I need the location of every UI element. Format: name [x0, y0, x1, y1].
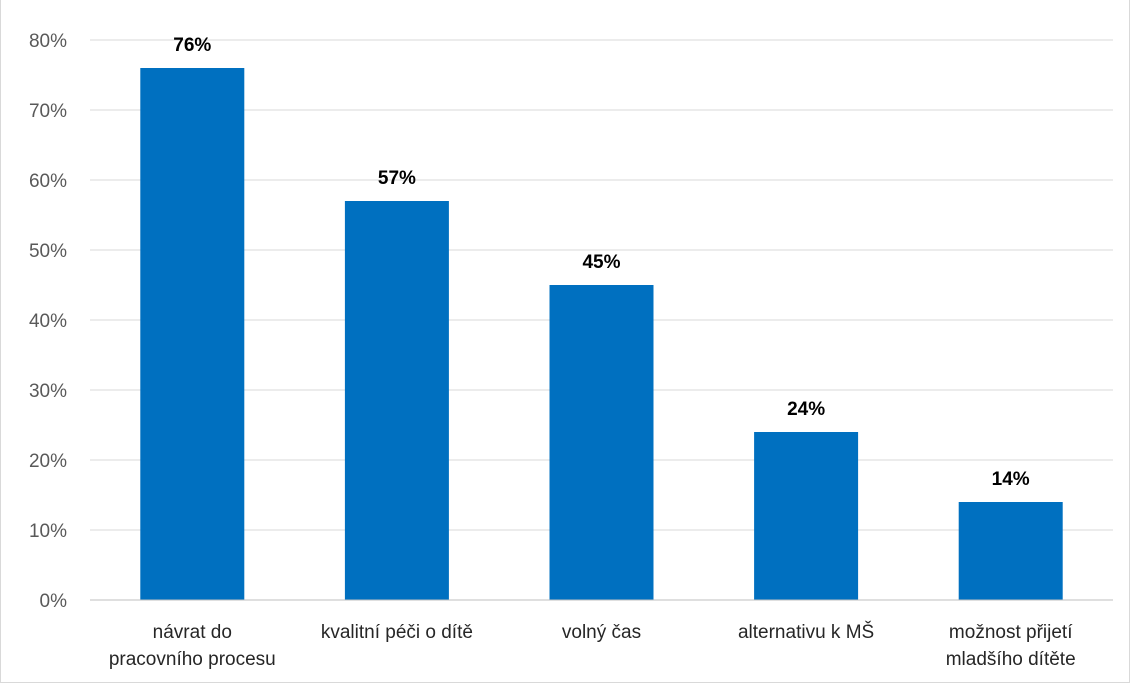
category-label: volný čas	[562, 622, 641, 643]
y-tick-label: 80%	[29, 31, 67, 52]
category-label: mladšího dítěte	[946, 649, 1076, 670]
data-label: 45%	[582, 252, 620, 273]
y-tick-label: 0%	[40, 591, 68, 612]
bar	[140, 68, 245, 600]
data-label: 24%	[787, 399, 825, 420]
x-axis-category-labels: návrat do pracovního procesu kvalitní péči…	[109, 621, 1076, 670]
data-label: 76%	[173, 35, 211, 56]
data-labels: 76% 57% 45% 24% 14%	[173, 35, 1030, 490]
y-tick-label: 70%	[29, 101, 67, 122]
data-label: 14%	[992, 469, 1030, 490]
y-tick-label: 30%	[29, 381, 67, 402]
bars	[140, 68, 1063, 600]
data-label: 57%	[378, 168, 416, 189]
category-label: pracovního procesu	[109, 649, 276, 670]
bar	[958, 502, 1063, 600]
bar	[344, 201, 449, 600]
y-tick-label: 50%	[29, 241, 67, 262]
bar	[549, 285, 654, 600]
y-axis-tick-labels: 0% 10% 20% 30% 40% 50% 60% 70% 80%	[29, 31, 67, 612]
bar	[754, 432, 859, 600]
category-label: možnost přijetí	[949, 622, 1073, 643]
category-label: návrat do	[153, 622, 232, 643]
y-tick-label: 20%	[29, 451, 67, 472]
y-tick-label: 40%	[29, 311, 67, 332]
category-label: kvalitní péči o dítě	[321, 622, 473, 643]
y-tick-label: 60%	[29, 171, 67, 192]
category-label: alternativu k MŠ	[738, 621, 874, 643]
y-tick-label: 10%	[29, 521, 67, 542]
